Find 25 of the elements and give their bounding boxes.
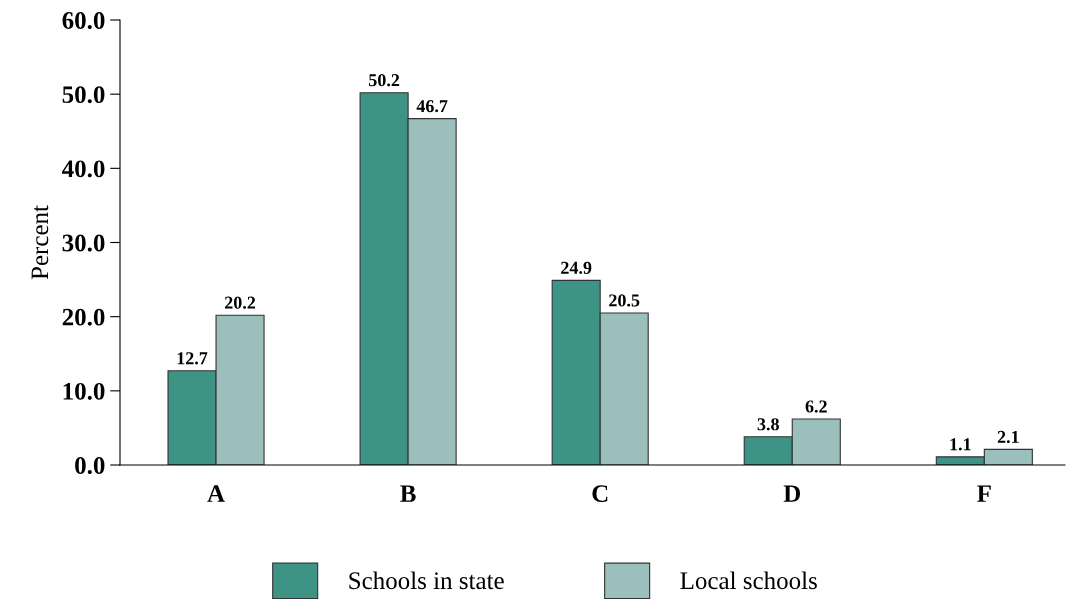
x-tick-label: A [207,485,225,502]
data-label: 3.8 [757,418,779,431]
y-axis-title: Percent [31,205,49,280]
x-tick-label: D [783,485,801,502]
data-label: 46.7 [416,100,448,113]
y-tick-label: 50.0 [62,86,105,104]
data-label: 12.7 [177,352,208,365]
y-tick-label: 60.0 [62,12,105,30]
data-label: 6.2 [805,400,827,413]
data-label: 20.2 [225,296,256,309]
data-label: 1.1 [950,438,971,451]
data-label: 20.5 [609,294,640,307]
y-tick-label: 30.0 [62,234,105,252]
x-tick-label: B [400,485,416,502]
x-tick-label: C [592,485,608,503]
data-label: 50.2 [369,74,400,87]
y-tick-label: 0.0 [75,457,105,475]
x-tick-label: F [977,485,991,502]
y-tick-label: 20.0 [62,308,105,326]
y-tick-label: 10.0 [63,382,105,400]
legend-label: Schools in state [349,571,504,590]
data-label: 24.9 [561,261,592,274]
data-label: 2.1 [997,430,1019,444]
legend-label: Local schools [680,571,817,590]
y-tick-label: 40.0 [62,160,105,178]
